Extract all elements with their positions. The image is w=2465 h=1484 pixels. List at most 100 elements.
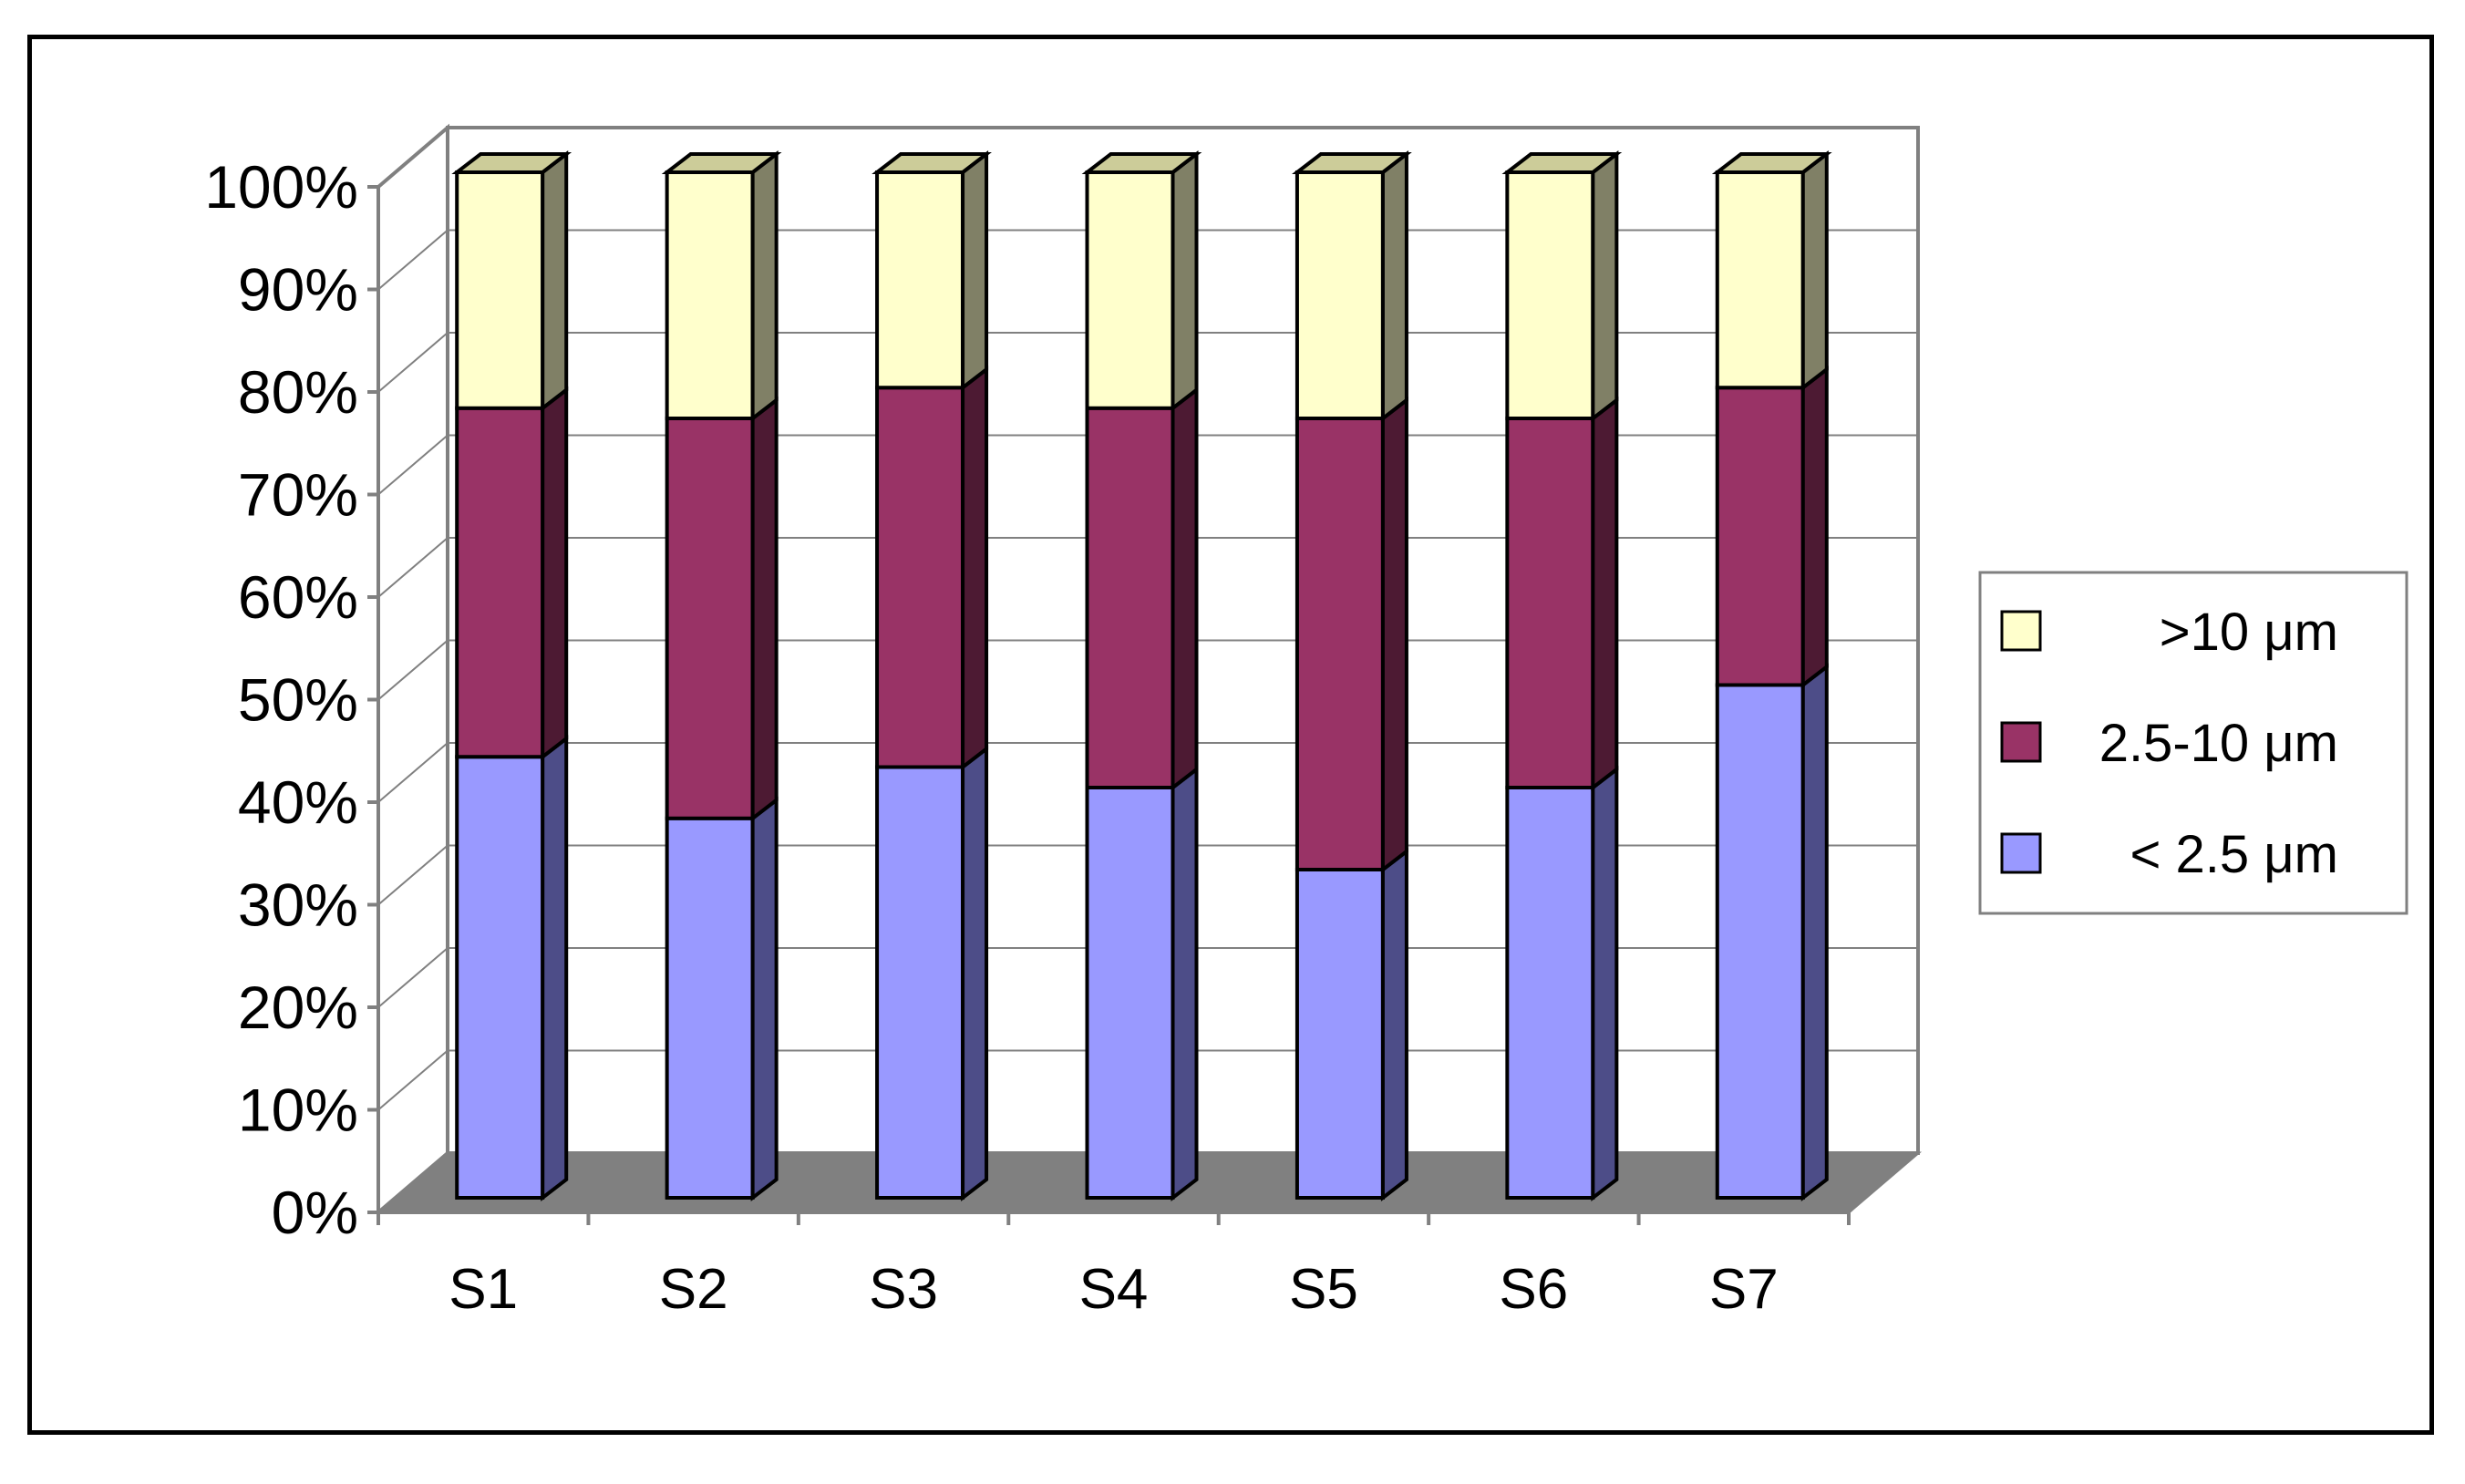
legend: >10 μm 2.5-10 μm < 2.5 μm xyxy=(1978,571,2408,915)
gridline xyxy=(377,434,1918,496)
bar-segment-s1-series-1 xyxy=(455,386,569,761)
bar-front xyxy=(1715,170,1805,390)
gridline xyxy=(377,844,1918,906)
legend-item-1: 2.5-10 μm xyxy=(2000,714,2338,773)
gridline xyxy=(377,742,1918,803)
bar-front xyxy=(875,386,965,769)
bar-side xyxy=(750,149,779,423)
axes xyxy=(367,185,1851,1225)
bar-top xyxy=(1501,152,1623,174)
bar-stack-s5 xyxy=(1292,149,1412,1202)
y-tick-label: 90% xyxy=(238,256,358,324)
bar-segment-s7-series-2 xyxy=(1711,149,1832,392)
bar-side xyxy=(1800,366,1829,689)
x-tick-label-s7: S7 xyxy=(1709,1258,1779,1321)
legend-item-2: < 2.5 μm xyxy=(2000,825,2338,884)
bar-front xyxy=(1085,406,1175,789)
bar-front xyxy=(455,755,545,1200)
bar-front xyxy=(875,765,965,1200)
bar-segment-s1-series-0 xyxy=(455,735,569,1202)
bar-side xyxy=(961,366,989,771)
bar-side xyxy=(1171,765,1199,1202)
y-tick-label: 50% xyxy=(238,666,358,734)
bar-top xyxy=(1292,152,1412,174)
bar-side xyxy=(541,386,569,761)
bar-side xyxy=(961,149,989,392)
bar-front xyxy=(1715,386,1805,687)
y-tick-label: 70% xyxy=(238,461,358,529)
x-tick-label-s6: S6 xyxy=(1499,1258,1568,1321)
x-tick-label-s3: S3 xyxy=(869,1258,938,1321)
y-tick-label: 60% xyxy=(238,563,358,631)
bar-stack-s3 xyxy=(872,149,992,1202)
bar-front xyxy=(1085,170,1175,410)
bar-front xyxy=(1294,868,1385,1200)
gridline xyxy=(377,332,1918,393)
bar-segment-s6-series-2 xyxy=(1501,149,1623,423)
bar-segment-s6-series-1 xyxy=(1505,396,1619,792)
bar-top xyxy=(451,152,572,174)
bar-segment-s4-series-1 xyxy=(1085,386,1199,792)
bar-side xyxy=(541,735,569,1202)
bar-front xyxy=(1505,786,1595,1200)
bar-stack-s2 xyxy=(661,149,782,1202)
bar-front xyxy=(665,816,755,1200)
bar-segment-s4-series-0 xyxy=(1085,765,1199,1202)
gridline xyxy=(377,229,1918,291)
bar-stack-s1 xyxy=(451,149,572,1202)
gridline xyxy=(377,947,1918,1008)
bar-side xyxy=(1591,149,1619,423)
bar-side xyxy=(1171,149,1199,412)
bar-front xyxy=(1085,786,1175,1200)
bar-segment-s5-series-0 xyxy=(1294,847,1408,1202)
y-tick-label: 40% xyxy=(238,768,358,836)
y-tick-label: 10% xyxy=(238,1077,358,1144)
legend-label: < 2.5 μm xyxy=(2130,825,2338,884)
bar-segment-s1-series-2 xyxy=(451,149,572,412)
bar-segment-s3-series-0 xyxy=(875,745,989,1202)
bar-side xyxy=(1591,396,1619,792)
y-tick-label: 80% xyxy=(238,358,358,426)
legend-box xyxy=(1978,571,2408,915)
legend-swatch xyxy=(2000,610,2042,652)
gridline xyxy=(377,1049,1918,1111)
bar-side xyxy=(1380,149,1408,423)
bar-front xyxy=(665,417,755,820)
bar-front xyxy=(1505,170,1595,420)
bar-segment-s6-series-0 xyxy=(1505,765,1619,1202)
gridline xyxy=(377,127,1918,188)
bar-stack-s4 xyxy=(1081,149,1202,1202)
bar-front xyxy=(665,170,755,420)
bar-top xyxy=(1081,152,1202,174)
bar-top xyxy=(661,152,782,174)
x-tick-label-s1: S1 xyxy=(449,1258,518,1321)
bar-side xyxy=(1800,663,1829,1202)
bar-front xyxy=(455,170,545,410)
bar-stack-s6 xyxy=(1501,149,1623,1202)
y-tick-label: 30% xyxy=(238,871,358,939)
bar-front xyxy=(1294,417,1385,871)
gridline xyxy=(377,639,1918,701)
bar-side xyxy=(750,796,779,1202)
bar-segment-s7-series-0 xyxy=(1715,663,1829,1202)
bar-top xyxy=(1711,152,1832,174)
bar-segment-s7-series-1 xyxy=(1715,366,1829,689)
bar-segment-s2-series-0 xyxy=(665,796,779,1202)
legend-label: >10 μm xyxy=(2160,603,2338,662)
bar-side xyxy=(1380,396,1408,874)
gridline xyxy=(377,537,1918,598)
x-tick-label-s5: S5 xyxy=(1289,1258,1358,1321)
bar-side xyxy=(541,149,569,412)
bar-side xyxy=(1800,149,1829,392)
bar-side xyxy=(1171,386,1199,792)
legend-swatch xyxy=(2000,832,2042,874)
bar-segment-s2-series-1 xyxy=(665,396,779,822)
gridlines xyxy=(377,127,1918,1111)
y-tick-label: 100% xyxy=(204,153,358,221)
bar-segment-s5-series-1 xyxy=(1294,396,1408,874)
bar-front xyxy=(1715,683,1805,1200)
x-axis-tick-labels: S1 S2 S3 S4 S5 S6 S7 xyxy=(449,1258,1778,1321)
bars xyxy=(451,149,1832,1202)
x-tick-label-s4: S4 xyxy=(1079,1258,1149,1321)
